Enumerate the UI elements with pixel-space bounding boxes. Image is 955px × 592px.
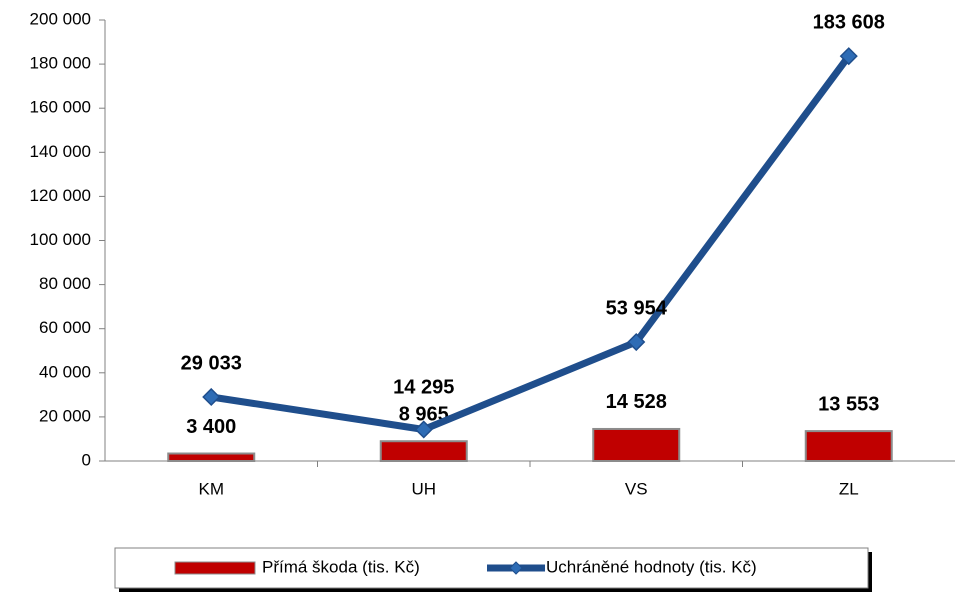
y-tick-label: 120 000 bbox=[30, 186, 91, 205]
x-tick-label: UH bbox=[411, 479, 436, 498]
legend-label: Uchráněné hodnoty (tis. Kč) bbox=[546, 557, 757, 576]
y-tick-label: 60 000 bbox=[39, 318, 91, 337]
y-tick-label: 160 000 bbox=[30, 98, 91, 117]
bar-value-label: 3 400 bbox=[186, 416, 236, 438]
y-tick-label: 0 bbox=[82, 450, 91, 469]
legend-marker bbox=[509, 561, 523, 575]
bar bbox=[804, 430, 893, 462]
line-marker bbox=[839, 47, 858, 66]
line-value-label: 183 608 bbox=[813, 11, 885, 33]
bar-value-label: 13 553 bbox=[818, 393, 879, 415]
bar bbox=[592, 427, 681, 462]
line-marker bbox=[414, 420, 433, 439]
legend-label: Přímá škoda (tis. Kč) bbox=[262, 557, 420, 576]
y-tick-label: 200 000 bbox=[30, 9, 91, 28]
bar-value-label: 14 528 bbox=[606, 391, 667, 413]
y-tick-label: 40 000 bbox=[39, 362, 91, 381]
x-tick-label: KM bbox=[199, 479, 225, 498]
y-tick-label: 20 000 bbox=[39, 406, 91, 425]
y-tick-label: 180 000 bbox=[30, 54, 91, 73]
y-tick-label: 140 000 bbox=[30, 142, 91, 161]
line-marker bbox=[202, 387, 221, 407]
x-tick-label: ZL bbox=[839, 479, 859, 498]
bar bbox=[167, 452, 256, 462]
x-tick-label: VS bbox=[625, 479, 648, 498]
bar bbox=[379, 440, 468, 463]
legend-swatch bbox=[174, 561, 256, 575]
bar-value-label: 8 965 bbox=[399, 404, 449, 426]
line-marker bbox=[627, 332, 646, 352]
line-value-label: 53 954 bbox=[606, 297, 668, 319]
y-tick-label: 100 000 bbox=[30, 230, 91, 249]
line-value-label: 29 033 bbox=[181, 352, 242, 374]
y-tick-label: 80 000 bbox=[39, 274, 91, 293]
line-value-label: 14 295 bbox=[393, 377, 454, 399]
line bbox=[210, 54, 852, 433]
